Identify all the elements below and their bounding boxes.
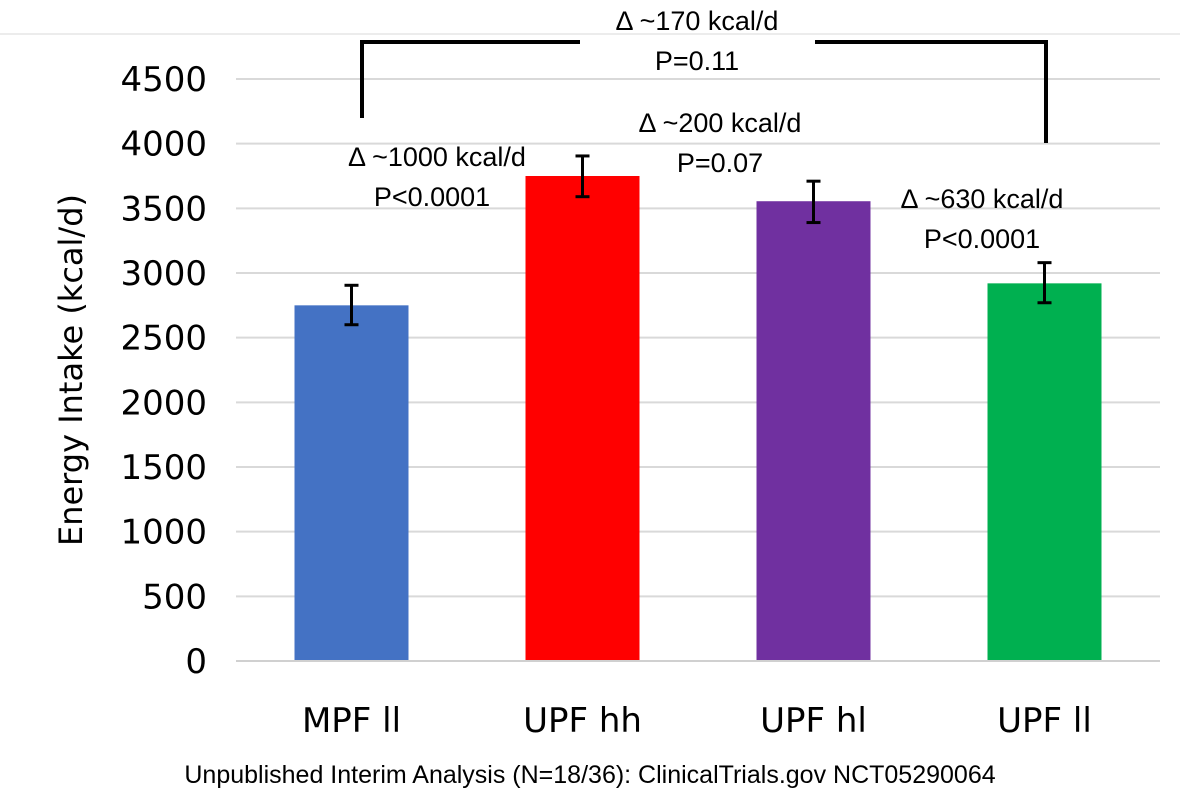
- y-axis-label: Energy Intake (kcal/d): [52, 194, 90, 546]
- annotation-upfhl-vs-upfll-delta: Δ ~630 kcal/d: [901, 184, 1064, 214]
- bar-upf-hh: [525, 176, 640, 661]
- y-tick-label-3500: 3500: [120, 189, 207, 229]
- x-tick-label-upf-ll: UPF ll: [997, 701, 1092, 741]
- bars: [294, 176, 1102, 661]
- x-tick-label-upf-hl: UPF hl: [760, 701, 867, 741]
- y-tick-label-0: 0: [185, 642, 207, 682]
- x-tick-label-upf-hh: UPF hh: [523, 701, 642, 741]
- y-tick-label-4500: 4500: [120, 60, 207, 100]
- bar-mpf-ll: [294, 305, 409, 661]
- y-tick-label-4000: 4000: [120, 125, 207, 165]
- error-bar-upf-ll: [1037, 261, 1052, 305]
- category-labels: MPF ll UPF hh UPF hl UPF ll: [302, 701, 1092, 741]
- y-axis-ticks: 0 500 1000 1500 2000 2500 3000 3500 4000 4500: [120, 60, 207, 682]
- error-bar-upf-hl: [806, 179, 821, 225]
- annotation-upfhl-vs-upfll-p: P<0.0001: [924, 224, 1040, 254]
- error-bar-mpf-ll: [344, 283, 359, 327]
- y-tick-label-500: 500: [142, 577, 207, 617]
- annotation-mpf-vs-upfhh-delta: Δ ~1000 kcal/d: [348, 142, 526, 172]
- y-tick-label-3000: 3000: [120, 254, 207, 294]
- bar-upf-ll: [987, 283, 1102, 661]
- x-tick-label-mpf-ll: MPF ll: [302, 701, 401, 741]
- y-tick-label-2500: 2500: [120, 319, 207, 359]
- annotation-overall-p: P=0.11: [655, 46, 739, 76]
- annotation-mpf-vs-upfhh-p: P<0.0001: [374, 182, 490, 212]
- annotation-overall-delta: Δ ~170 kcal/d: [616, 6, 779, 36]
- error-bar-upf-hh: [575, 154, 590, 199]
- y-tick-label-2000: 2000: [120, 383, 207, 423]
- overall-comparison-bracket: [360, 40, 1048, 143]
- y-tick-label-1000: 1000: [120, 513, 207, 553]
- footnote: Unpublished Interim Analysis (N=18/36): …: [184, 761, 995, 789]
- annotation-upfhh-vs-upfhl-delta: Δ ~200 kcal/d: [639, 108, 802, 138]
- y-tick-label-1500: 1500: [120, 448, 207, 488]
- bar-upf-hl: [756, 201, 871, 661]
- annotation-upfhh-vs-upfhl-p: P=0.07: [677, 148, 763, 178]
- error-bars: [344, 154, 1052, 327]
